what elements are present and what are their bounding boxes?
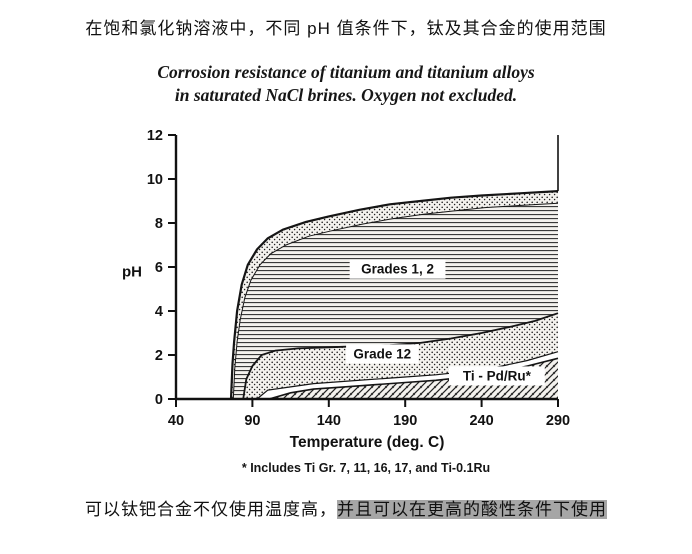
svg-text:190: 190	[393, 413, 417, 429]
svg-text:140: 140	[317, 413, 341, 429]
svg-text:12: 12	[147, 128, 163, 144]
svg-text:Ti - Pd/Ru*: Ti - Pd/Ru*	[463, 369, 532, 384]
chart-area: 0 2 4 6 8 10 12 40 90 140 190 240 290 pH Temperature (…	[0, 121, 692, 459]
svg-text:240: 240	[469, 413, 493, 429]
bottom-text-plain: 可以钛钯合金不仅使用温度高，	[85, 500, 337, 520]
chinese-bottom-text: 可以钛钯合金不仅使用温度高，并且可以在更高的酸性条件下使用	[0, 495, 692, 520]
svg-text:8: 8	[155, 216, 163, 232]
svg-text:pH: pH	[122, 264, 142, 281]
svg-text:2: 2	[155, 348, 163, 364]
footnote: * Includes Ti Gr. 7, 11, 16, 17, and Ti-…	[241, 461, 491, 476]
bottom-text-highlighted: 并且可以在更高的酸性条件下使用	[337, 500, 607, 520]
chinese-title: 在饱和氯化钠溶液中，不同 pH 值条件下，钛及其合金的使用范围	[85, 19, 607, 38]
figure-caption: Corrosion resistance of titanium and tit…	[0, 61, 692, 107]
svg-text:290: 290	[546, 413, 570, 429]
corrosion-resistance-chart: 0 2 4 6 8 10 12 40 90 140 190 240 290 pH Temperature (…	[122, 128, 570, 451]
svg-text:0: 0	[155, 392, 163, 408]
svg-text:10: 10	[147, 172, 163, 188]
svg-text:Grade 12: Grade 12	[353, 347, 411, 362]
svg-text:6: 6	[155, 260, 163, 276]
svg-text:Temperature (deg. C): Temperature (deg. C)	[290, 434, 445, 451]
svg-text:4: 4	[155, 304, 163, 320]
svg-text:Grades 1, 2: Grades 1, 2	[361, 262, 434, 277]
svg-text:90: 90	[244, 413, 260, 429]
caption-line-2: in saturated NaCl brines. Oxygen not exc…	[174, 85, 518, 106]
caption-line-1: Corrosion resistance of titanium and tit…	[157, 62, 535, 82]
svg-text:40: 40	[168, 413, 184, 429]
